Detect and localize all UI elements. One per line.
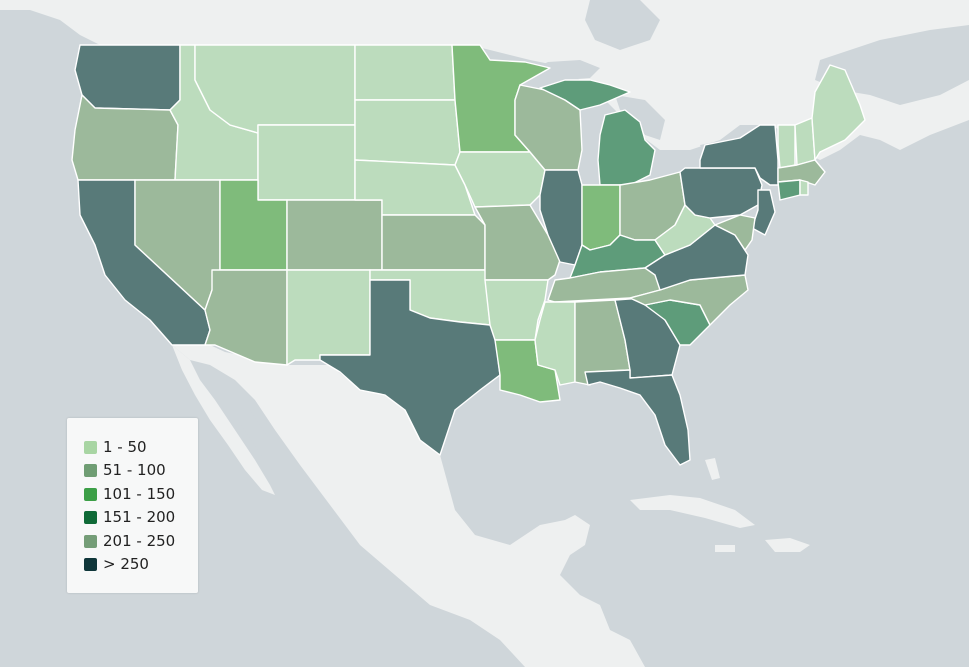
state-michigan-upper[interactable] — [539, 79, 631, 111]
state-washington[interactable] — [74, 44, 181, 111]
jamaica — [715, 545, 735, 552]
state-illinois[interactable] — [539, 169, 583, 266]
state-michigan-lower[interactable] — [597, 109, 656, 186]
state-south-dakota[interactable] — [354, 99, 461, 166]
legend-item: 1 - 50 — [84, 436, 147, 458]
state-new-jersey[interactable] — [751, 189, 776, 236]
hudson-bay — [585, 0, 660, 50]
state-rhode-island[interactable] — [799, 179, 809, 196]
state-florida[interactable] — [584, 369, 691, 466]
baja-california — [172, 345, 275, 495]
legend-swatch — [84, 463, 97, 477]
legend-swatch — [84, 534, 97, 548]
legend-label: 51 - 100 — [103, 461, 166, 479]
state-kansas[interactable] — [381, 214, 486, 271]
state-north-dakota[interactable] — [354, 44, 456, 101]
state-texas[interactable] — [319, 279, 501, 456]
legend-label: 151 - 200 — [103, 508, 176, 526]
state-new-mexico[interactable] — [286, 269, 371, 366]
canada-landmass — [0, 0, 969, 160]
lake-huron — [615, 95, 665, 140]
mexico-landmass — [172, 345, 645, 667]
state-wisconsin[interactable] — [514, 84, 583, 171]
legend-item: > 250 — [84, 553, 149, 575]
legend-item: 51 - 100 — [84, 459, 166, 481]
state-missouri[interactable] — [474, 204, 561, 281]
bahamas — [705, 458, 720, 480]
legend-label: 1 - 50 — [103, 438, 147, 456]
legend-swatch — [84, 440, 97, 454]
state-vermont[interactable] — [777, 124, 796, 169]
gulf-of-california — [205, 365, 285, 475]
state-colorado[interactable] — [286, 199, 383, 271]
legend-swatch — [84, 487, 97, 501]
state-maine[interactable] — [811, 64, 866, 161]
lake-erie — [650, 155, 705, 178]
legend-label: 201 - 250 — [103, 532, 176, 550]
legend-item: 201 - 250 — [84, 530, 175, 552]
gulf-of-st-lawrence — [815, 25, 969, 105]
legend-item: 101 - 150 — [84, 483, 175, 505]
state-maryland[interactable] — [714, 214, 756, 251]
legend-item: 151 - 200 — [84, 506, 175, 528]
state-arkansas[interactable] — [484, 279, 549, 341]
legend-swatch — [84, 510, 97, 524]
legend-swatch — [84, 557, 97, 571]
hispaniola — [765, 538, 810, 552]
cuba — [630, 495, 755, 528]
legend-label: 101 - 150 — [103, 485, 176, 503]
legend-label: > 250 — [103, 555, 149, 573]
state-wyoming[interactable] — [257, 124, 356, 201]
map-legend: 1 - 50 51 - 100 101 - 150 151 - 200 201 … — [67, 418, 198, 593]
